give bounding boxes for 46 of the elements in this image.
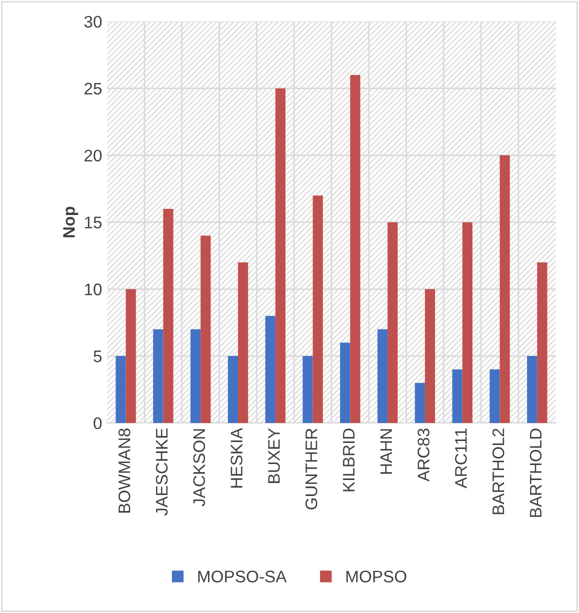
bar bbox=[452, 369, 462, 423]
bar bbox=[200, 236, 211, 423]
bar bbox=[238, 262, 248, 423]
bar bbox=[153, 329, 164, 423]
y-tick-label: 10 bbox=[84, 284, 102, 296]
bar bbox=[302, 356, 313, 423]
bar bbox=[228, 356, 238, 423]
bar bbox=[377, 329, 388, 423]
y-tick-label: 0 bbox=[94, 417, 102, 430]
bar bbox=[527, 356, 538, 423]
y-tick-label: 25 bbox=[84, 82, 102, 95]
bar bbox=[490, 369, 500, 423]
bar bbox=[312, 195, 323, 423]
x-tick-label: HAHN bbox=[380, 429, 392, 474]
x-tick-label: BOWMAN8 bbox=[118, 428, 130, 513]
bar bbox=[500, 155, 510, 423]
y-tick-label: 30 bbox=[84, 16, 102, 28]
x-tick-label: BARTHOLD bbox=[530, 428, 542, 517]
bar bbox=[116, 356, 126, 423]
bar bbox=[388, 222, 398, 423]
y-tick-label: 15 bbox=[84, 216, 102, 228]
bar bbox=[414, 382, 425, 423]
bar bbox=[537, 262, 548, 423]
bar bbox=[275, 88, 286, 423]
x-tick-label: KILBRID bbox=[343, 428, 354, 492]
bar bbox=[424, 289, 436, 423]
x-tick-label: ARC83 bbox=[418, 428, 430, 482]
y-tick-label: 5 bbox=[94, 350, 102, 362]
y-tick-label: 20 bbox=[84, 150, 102, 162]
bar bbox=[265, 316, 276, 423]
bar bbox=[350, 74, 360, 423]
legend-label: MOPSO-SA bbox=[198, 570, 287, 582]
x-tick-label: HESKIA bbox=[230, 428, 242, 488]
legend-label: MOPSO bbox=[346, 570, 406, 582]
bar bbox=[340, 342, 350, 423]
x-tick-label: JACKSON bbox=[193, 429, 206, 506]
bar bbox=[126, 289, 136, 423]
x-tick-label: BUXEY bbox=[268, 428, 280, 483]
x-tick-label: GUNTHER bbox=[305, 428, 318, 510]
bar bbox=[163, 208, 174, 423]
x-tick-label: ARC111 bbox=[455, 428, 467, 488]
y-axis-title: Nop bbox=[63, 206, 78, 238]
x-tick-label: BARTHOL2 bbox=[492, 428, 504, 514]
bar bbox=[462, 222, 472, 423]
bar bbox=[190, 329, 201, 423]
x-tick-label: JAESCHKE bbox=[156, 428, 168, 516]
